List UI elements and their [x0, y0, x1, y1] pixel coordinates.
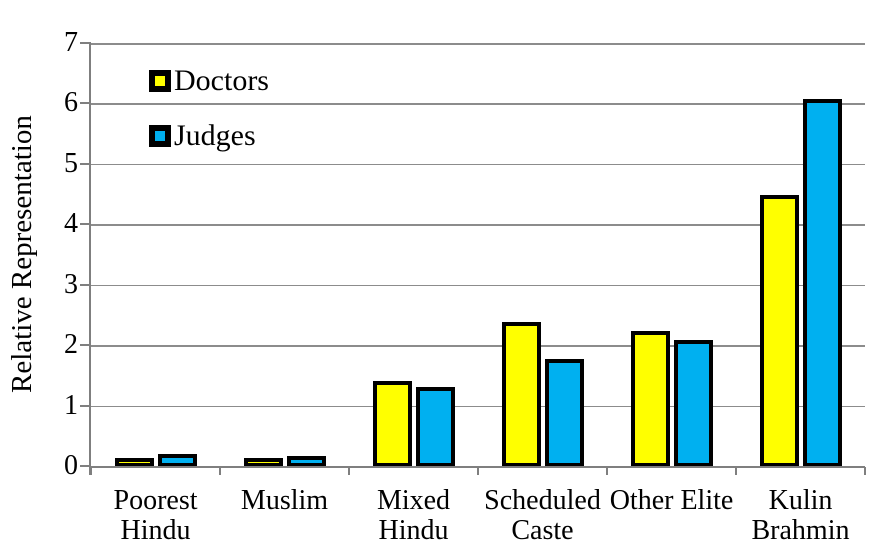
bar-doctors-mixed-hindu — [372, 381, 412, 466]
bar-judges-scheduled-caste — [544, 359, 584, 466]
gridline — [91, 345, 865, 347]
y-tick — [80, 404, 91, 407]
x-tick — [735, 467, 737, 475]
bar-doctors-muslim — [243, 458, 283, 466]
x-tick — [606, 467, 608, 475]
y-tick — [80, 283, 91, 286]
y-tick — [80, 465, 91, 467]
doctors-color-swatch-icon — [149, 70, 171, 92]
bar-judges-muslim — [286, 456, 326, 466]
x-axis-label: Scheduled Caste — [484, 485, 601, 546]
legend-label-doctors: Doctors — [174, 64, 269, 97]
bar-doctors-other-elite — [630, 331, 670, 466]
y-tick — [80, 223, 91, 226]
y-tick — [80, 102, 91, 105]
y-tick-label: 0 — [64, 450, 78, 481]
legend: Doctors Judges — [149, 64, 269, 177]
bar-judges-kulin-brahmin — [802, 98, 842, 466]
legend-label-judges: Judges — [174, 119, 256, 152]
bar-doctors-scheduled-caste — [501, 322, 541, 466]
gridline — [91, 43, 865, 45]
bar-doctors-kulin-brahmin — [759, 195, 799, 466]
y-tick-label: 7 — [64, 27, 78, 58]
plot-area — [89, 43, 865, 468]
gridline — [91, 163, 865, 166]
bar-judges-poorest-hindu — [157, 453, 197, 466]
y-tick-label: 5 — [64, 147, 78, 179]
gridline — [91, 405, 865, 408]
gridline — [91, 284, 865, 287]
y-tick-label: 1 — [64, 389, 78, 421]
gridline — [91, 224, 865, 226]
legend-item-doctors: Doctors — [149, 64, 269, 97]
y-tick — [80, 344, 91, 347]
y-tick — [80, 162, 91, 165]
bar-judges-mixed-hindu — [415, 387, 455, 466]
x-axis-label: Mixed Hindu — [376, 485, 451, 546]
x-tick — [864, 467, 866, 475]
y-tick-label: 2 — [64, 329, 78, 361]
judges-color-swatch-icon — [149, 125, 171, 147]
y-tick — [80, 42, 91, 44]
x-tick — [90, 467, 92, 475]
bar-doctors-poorest-hindu — [114, 458, 154, 466]
x-tick — [348, 467, 350, 475]
bar-judges-other-elite — [673, 340, 713, 466]
x-axis-label: Other Elite — [609, 485, 734, 516]
y-tick-label: 3 — [64, 268, 78, 300]
x-tick — [477, 467, 479, 475]
x-tick — [219, 467, 221, 475]
x-axis-label: Poorest Hindu — [113, 485, 198, 546]
y-tick-label: 6 — [64, 87, 78, 119]
x-axis-label: Muslim — [240, 485, 329, 516]
x-axis-label: Kulin Brahmin — [751, 485, 850, 546]
legend-item-judges: Judges — [149, 119, 269, 152]
gridline — [91, 103, 865, 105]
y-tick-label: 4 — [64, 208, 78, 240]
